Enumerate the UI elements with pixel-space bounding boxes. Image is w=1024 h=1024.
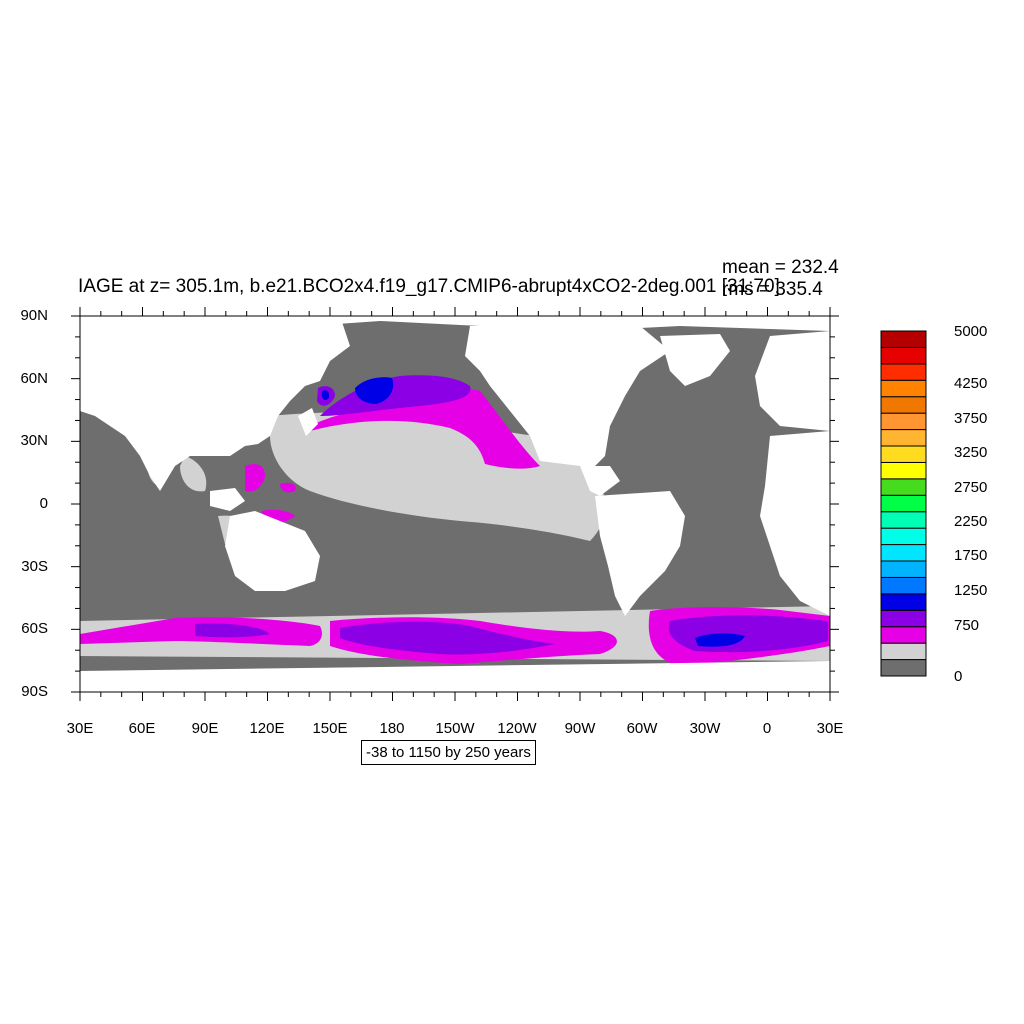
y-tick-label: 0 <box>39 495 48 512</box>
x-tick-label: 150W <box>435 720 475 737</box>
colorbar-box <box>880 478 927 496</box>
colorbar-box <box>880 461 927 480</box>
x-tick-label: 150E <box>312 720 348 737</box>
west-pacific-magenta-1 <box>245 464 265 492</box>
mean-value: mean = 232.4 <box>722 257 839 278</box>
south-america-land <box>595 491 685 616</box>
colorbar-box <box>880 346 927 365</box>
x-tick-label: 180 <box>379 720 405 737</box>
colorbar-box <box>880 576 927 595</box>
colorbar-label: 2750 <box>954 479 988 496</box>
x-tick-label: 30W <box>689 720 721 737</box>
africa-land <box>760 431 830 616</box>
y-tick-label: 60S <box>21 620 48 637</box>
colorbar-box <box>880 396 927 414</box>
y-tick-label: 90S <box>21 683 48 700</box>
colorbar-label: 750 <box>954 617 980 634</box>
north-pacific-blue <box>355 377 394 404</box>
southern-blue-core <box>695 633 745 647</box>
australia-land <box>225 511 320 591</box>
indian-grey <box>180 456 207 492</box>
tick-marks <box>71 307 839 701</box>
y-tick-label: 60N <box>20 370 48 387</box>
colorbar-box <box>880 626 927 644</box>
colorbar-box <box>880 527 927 546</box>
southern-purple-indian <box>195 623 270 638</box>
north-pacific-purple <box>320 375 471 416</box>
colorbar-box <box>880 544 927 562</box>
x-tick-label: 120W <box>497 720 537 737</box>
x-tick-label: 120E <box>249 720 285 737</box>
colorbar-box <box>880 363 927 381</box>
colorbar <box>880 330 927 677</box>
colorbar-label: 3250 <box>954 444 988 461</box>
colorbar-box <box>880 429 927 447</box>
ocean-age-map <box>80 316 830 692</box>
y-tick-label: 90N <box>20 307 48 324</box>
southern-purple-pacific <box>340 621 555 655</box>
okhotsk-blue <box>321 390 330 400</box>
contour-info-box: -38 to 1150 by 250 years <box>361 740 536 765</box>
y-tick-label: 30S <box>21 558 48 575</box>
colorbar-box <box>880 609 927 628</box>
colorbar-box <box>880 642 927 661</box>
colorbar-box <box>880 494 927 513</box>
west-pacific-magenta-3 <box>280 482 296 493</box>
colorbar-box <box>880 412 927 431</box>
x-tick-label: 90E <box>191 720 219 737</box>
colorbar-label: 4250 <box>954 375 988 392</box>
colorbar-box <box>880 330 927 348</box>
greenland-land <box>660 334 730 386</box>
map-border <box>79 315 831 693</box>
japan-land <box>298 408 318 436</box>
central-america-land <box>580 466 620 496</box>
map-plot <box>80 316 830 692</box>
x-tick-label: 90W <box>564 720 596 737</box>
plot-title: IAGE at z= 305.1m, b.e21.BCO2x4.f19_g17.… <box>78 276 780 297</box>
y-tick-label: 30N <box>20 432 48 449</box>
x-tick-label: 60E <box>128 720 156 737</box>
colorbar-label: 1250 <box>954 582 988 599</box>
europe-west-land <box>755 331 830 431</box>
colorbar-label: 1750 <box>954 547 988 564</box>
colorbar-box <box>880 445 927 463</box>
colorbar-box <box>880 593 927 611</box>
x-tick-label: 30E <box>66 720 94 737</box>
colorbar-label: 0 <box>954 668 963 685</box>
antarctica-land <box>80 661 830 692</box>
colorbar-label: 3750 <box>954 410 988 427</box>
colorbar-box <box>880 659 927 677</box>
north-america-land <box>465 326 670 466</box>
x-tick-label: 30E <box>816 720 844 737</box>
colorbar-label: 2250 <box>954 513 988 530</box>
colorbar-box <box>880 511 927 529</box>
rms-value: rms = 335.4 <box>722 279 823 300</box>
eurasia-land <box>80 316 350 491</box>
colorbar-box <box>880 379 927 398</box>
x-tick-label: 60W <box>626 720 658 737</box>
indonesia-land <box>210 488 245 511</box>
pacific-young-water <box>270 412 606 541</box>
x-tick-label: 0 <box>762 720 772 737</box>
arctic-land <box>80 316 830 331</box>
colorbar-label: 5000 <box>954 323 988 340</box>
colorbar-box <box>880 560 927 578</box>
